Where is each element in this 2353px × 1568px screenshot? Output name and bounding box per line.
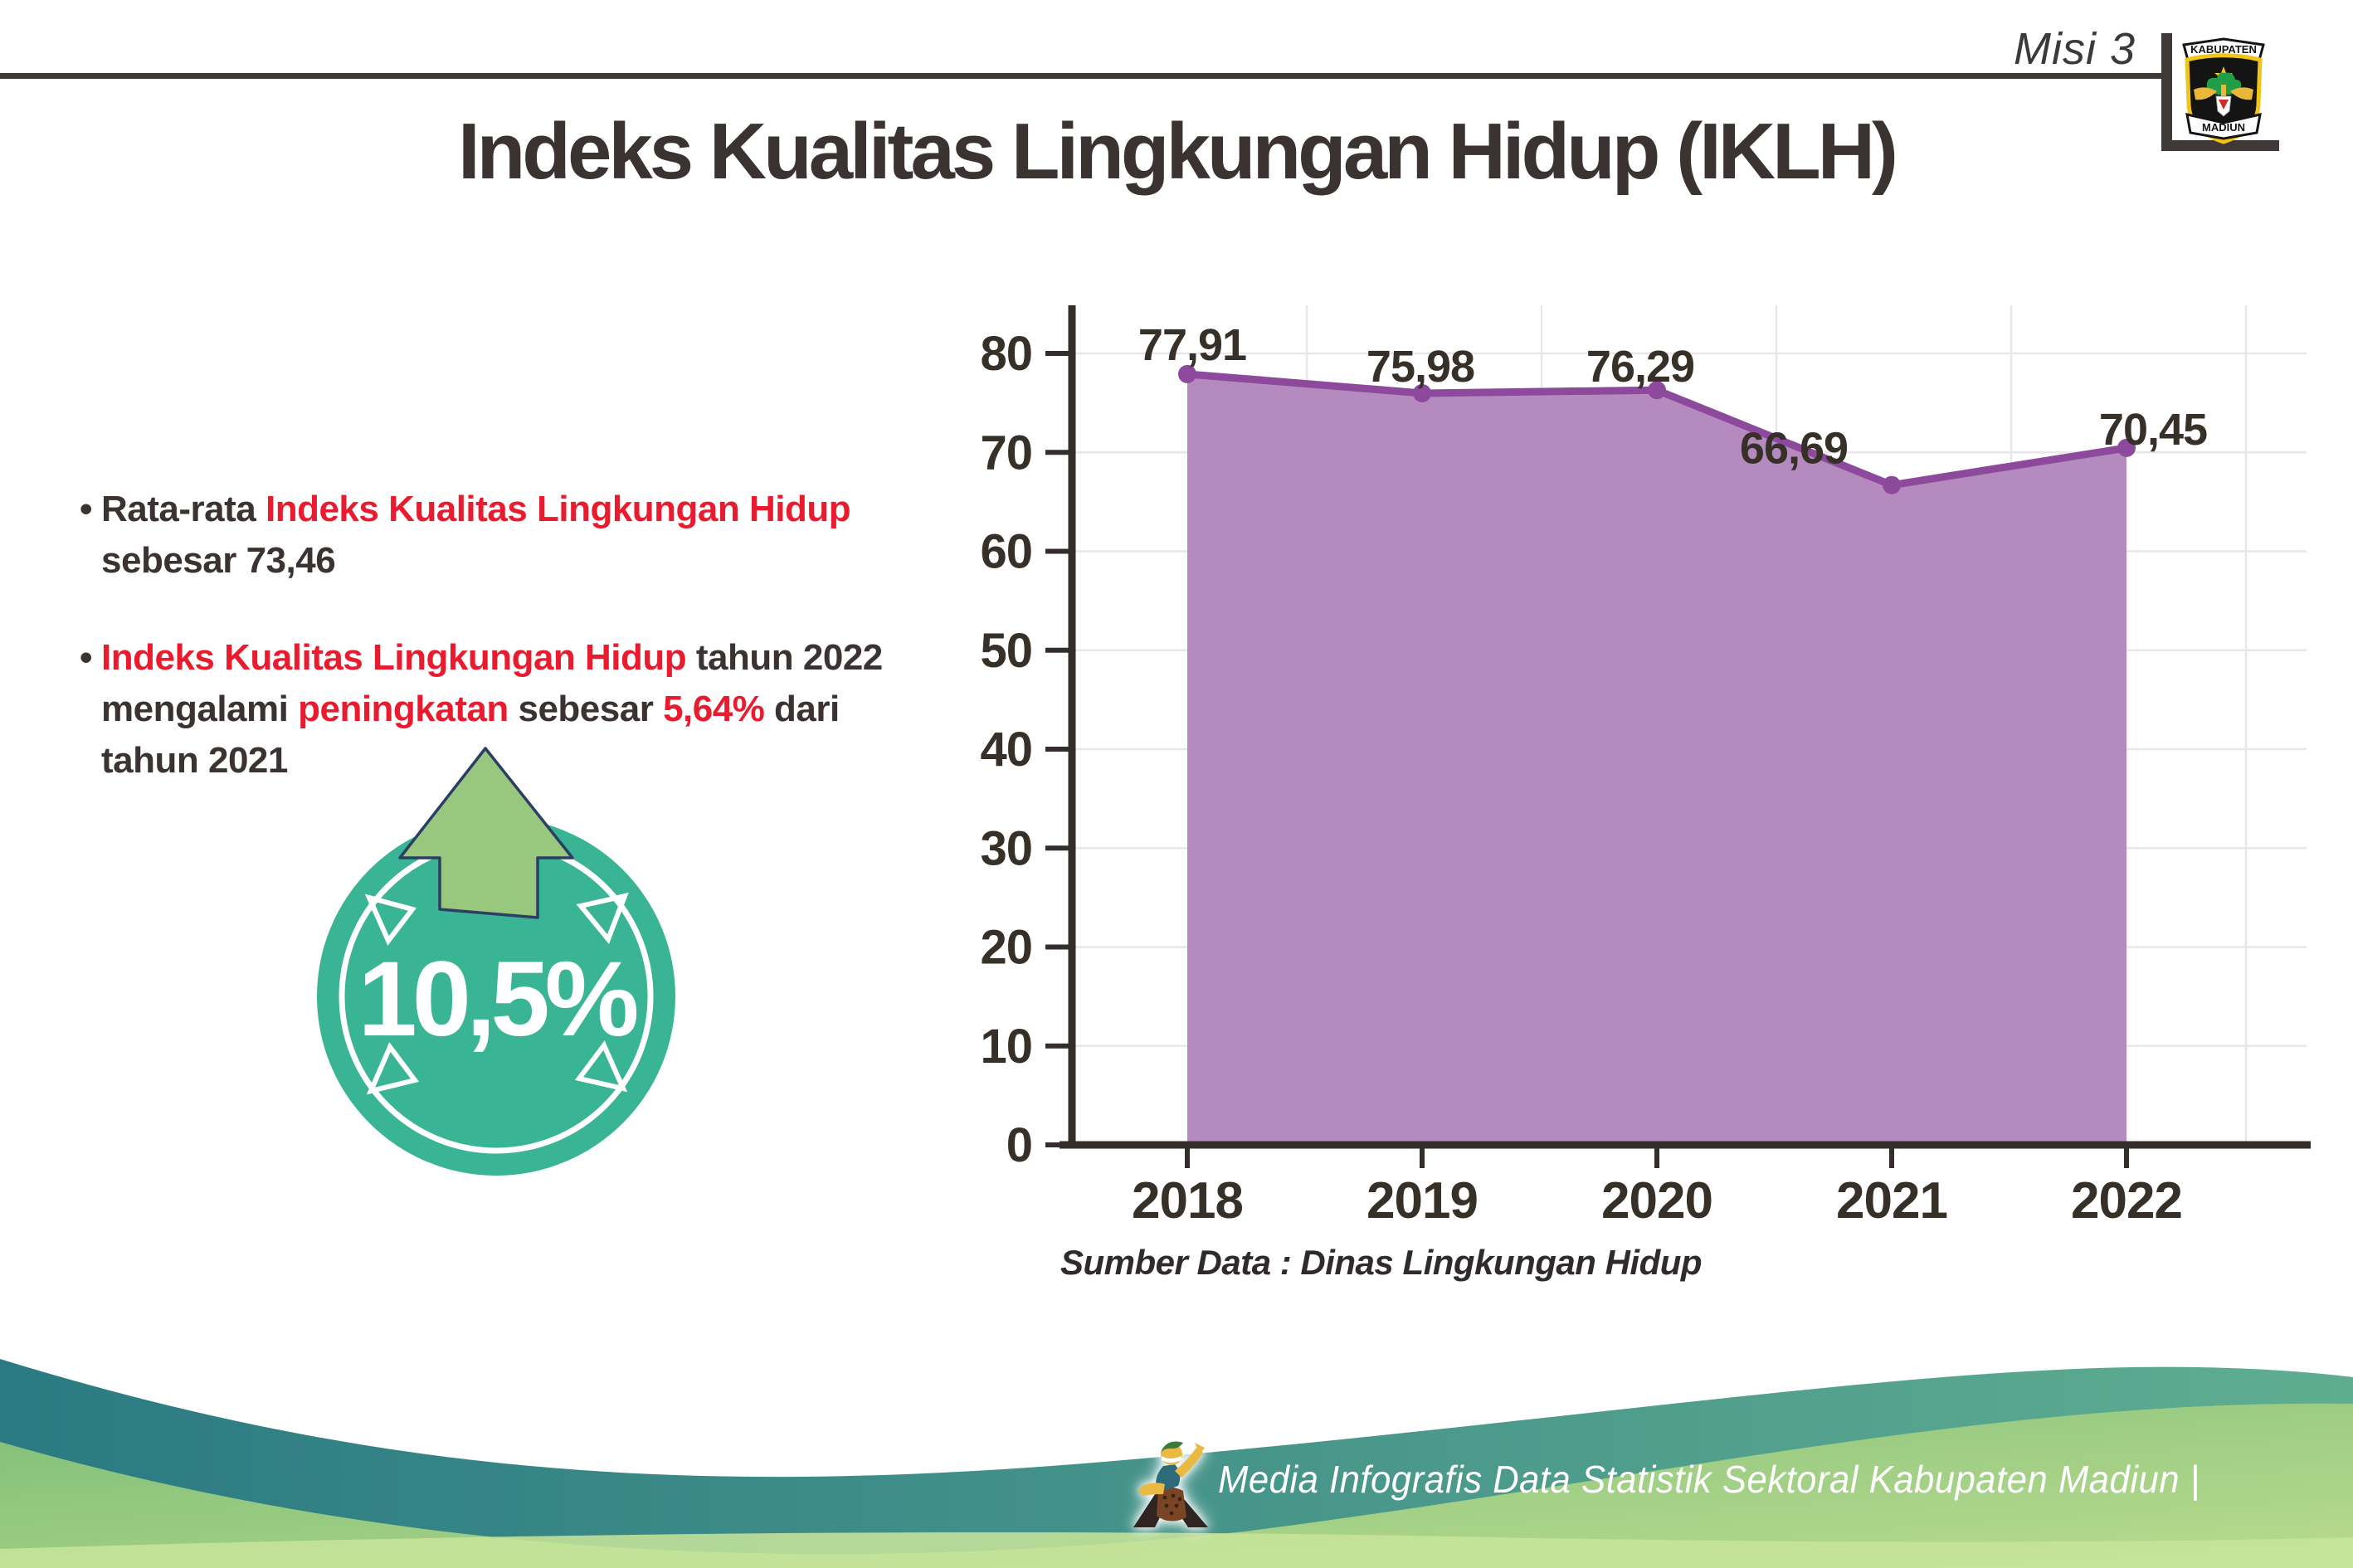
- key-findings: • Rata-rata Indeks Kualitas Lingkungan Hi…: [80, 484, 943, 786]
- y-axis-label: 80: [980, 327, 1032, 381]
- data-point: [1413, 383, 1431, 402]
- triangle-decoration: [576, 892, 629, 944]
- data-label: 77,91: [1138, 320, 1246, 370]
- bullet-text-segment: Indeks Kualitas Lingkungan Hidup: [265, 489, 851, 529]
- header-rule: [0, 73, 2163, 79]
- logo-frame: [2161, 140, 2279, 151]
- kabupaten-madiun-logo-icon: KABUPATEN MADIUN: [2182, 37, 2265, 144]
- y-axis-label: 30: [980, 821, 1032, 875]
- iklh-area-chart: 0 10 20 30 40 50 60 70 80 2018 2019 2020 2021 2022 77,…: [980, 305, 2311, 1230]
- area-fill: [1187, 373, 2126, 1142]
- data-label: 70,45: [2099, 405, 2207, 455]
- footer-caption: Media Infografis Data Statistik Sektoral…: [1218, 1458, 2200, 1501]
- x-axis-label: 2018: [1132, 1172, 1243, 1230]
- y-axis-label: 10: [980, 1020, 1032, 1074]
- footer-green-area: [0, 1403, 2353, 1568]
- misi-label: Misi 3: [2013, 24, 2136, 74]
- data-point: [1178, 364, 1196, 383]
- logo-frame: [2161, 33, 2172, 151]
- x-axis-label: 2020: [1601, 1172, 1712, 1230]
- logo-top-text: KABUPATEN: [2190, 43, 2257, 56]
- data-label: 76,29: [1586, 342, 1694, 392]
- bullet-item: • Rata-rata Indeks Kualitas Lingkungan Hi…: [80, 484, 943, 587]
- bullet-marker: •: [80, 637, 92, 678]
- x-axis-label: 2022: [2071, 1172, 2182, 1230]
- x-axis-label: 2021: [1836, 1172, 1947, 1230]
- badge-value: 10,5%: [358, 940, 637, 1059]
- bullet-text-segment: Indeks Kualitas Lingkungan Hidup: [101, 637, 687, 678]
- x-axis-label: 2019: [1366, 1172, 1478, 1230]
- triangle-decoration: [364, 894, 417, 946]
- arrow-up-icon: [398, 747, 574, 919]
- source-note: Sumber Data : Dinas Lingkungan Hidup: [1060, 1243, 1703, 1282]
- bullet-text-segment: Rata-rata: [101, 489, 266, 529]
- y-axis-label: 40: [980, 723, 1032, 777]
- y-axis-label: 20: [980, 921, 1032, 975]
- data-point: [1648, 381, 1666, 400]
- triangle-decoration: [574, 1040, 628, 1093]
- y-axis-label: 0: [1006, 1118, 1032, 1172]
- bullet-item: • Indeks Kualitas Lingkungan Hidup tahun …: [80, 632, 943, 786]
- page-title: Indeks Kualitas Lingkungan Hidup (IKLH): [457, 107, 1898, 196]
- bullet-text-segment: tahun 2022 mengalami: [101, 637, 883, 729]
- logo-bottom-text: MADIUN: [2202, 121, 2245, 134]
- y-axis-label: 50: [980, 624, 1032, 678]
- bullet-text-segment: dari tahun 2021: [101, 689, 840, 781]
- data-label: 75,98: [1366, 342, 1474, 392]
- bullet-text-segment: peningkatan: [298, 689, 509, 729]
- bullet-marker: •: [80, 489, 92, 529]
- increase-badge: 10,5%: [317, 747, 675, 1176]
- bullet-text-segment: sebesar: [508, 689, 664, 729]
- y-axis-label: 70: [980, 426, 1032, 480]
- y-axis-label: 60: [980, 525, 1032, 579]
- triangle-decoration: [366, 1042, 420, 1095]
- footer-bottom-strip: [0, 1531, 2353, 1568]
- data-label: 66,69: [1740, 424, 1848, 474]
- bullet-text-segment: sebesar 73,46: [101, 540, 336, 581]
- statistics-mascot-icon: [1133, 1441, 1208, 1527]
- data-point: [2117, 438, 2136, 457]
- bullet-text-segment: 5,64%: [663, 689, 765, 729]
- data-point: [1883, 475, 1901, 494]
